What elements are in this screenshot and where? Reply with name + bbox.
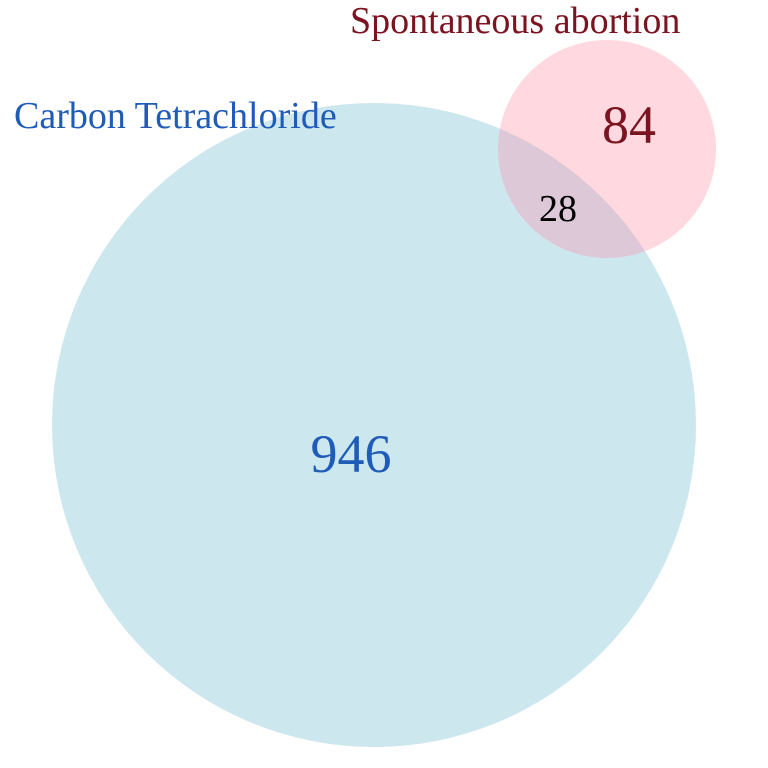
carbon-tetrachloride-label: Carbon Tetrachloride	[14, 95, 337, 137]
intersection-count: 28	[539, 188, 577, 230]
spontaneous-abortion-label: Spontaneous abortion	[350, 0, 680, 42]
carbon-tetrachloride-only-count: 946	[311, 424, 392, 484]
spontaneous-abortion-only-count: 84	[602, 95, 656, 155]
